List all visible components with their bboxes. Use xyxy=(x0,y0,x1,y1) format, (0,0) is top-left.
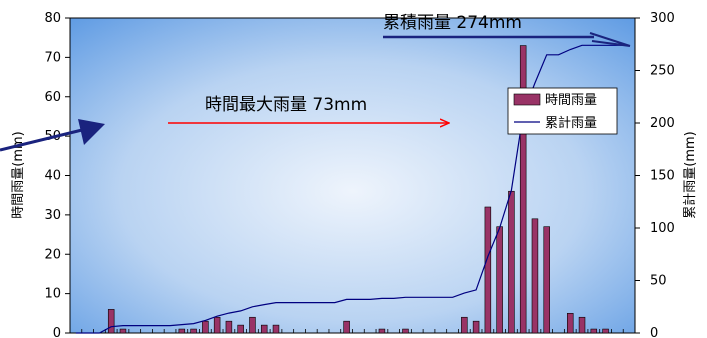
hourly-bar xyxy=(107,309,115,334)
left-tick-label: 20 xyxy=(44,247,61,262)
hourly-bar xyxy=(237,324,244,334)
total-annotation: 累積雨量 274mm xyxy=(383,13,522,33)
hourly-bar xyxy=(531,218,539,334)
left-tick-label: 40 xyxy=(44,169,61,184)
left-tick-label: 30 xyxy=(44,208,61,223)
plot-area xyxy=(69,17,636,334)
hourly-bar xyxy=(519,45,527,334)
arrow-head-icon xyxy=(78,119,105,145)
cumulative-line xyxy=(75,44,630,334)
right-tick-label: 100 xyxy=(650,221,675,236)
hourly-bar xyxy=(578,316,586,334)
hourly-bars xyxy=(107,45,609,334)
decorative-arrow-icon xyxy=(0,128,83,152)
right-axis: 0 50 100 150 200 250 300 xyxy=(635,11,675,338)
hourly-bar xyxy=(178,328,186,334)
hourly-bar xyxy=(602,328,609,334)
right-tick-label: 50 xyxy=(650,274,667,289)
right-tick-label: 300 xyxy=(650,11,675,26)
hourly-bar xyxy=(402,328,409,334)
hourly-bar xyxy=(119,328,127,334)
legend-bar-swatch xyxy=(513,93,541,106)
hourly-bar xyxy=(378,328,386,334)
right-tick-label: 150 xyxy=(650,169,675,184)
hourly-bar xyxy=(213,316,221,334)
hourly-bar xyxy=(249,316,256,334)
right-tick-label: 0 xyxy=(650,326,658,338)
x-axis-ticks xyxy=(69,329,636,333)
legend-cumulative-label: 累計雨量 xyxy=(545,115,597,131)
left-tick-label: 70 xyxy=(44,50,61,65)
left-tick-label: 60 xyxy=(44,90,61,105)
hourly-bar xyxy=(484,206,492,334)
hourly-bar xyxy=(508,190,515,334)
hourly-bar xyxy=(225,320,233,334)
left-axis-label: 時間雨量(mm) xyxy=(11,131,26,218)
hourly-bar xyxy=(496,226,503,334)
left-tick-label: 10 xyxy=(44,287,61,302)
hourly-bar xyxy=(567,313,574,334)
hourly-bar xyxy=(461,316,468,334)
right-axis-label: 累計雨量(mm) xyxy=(682,131,698,218)
hourly-bar xyxy=(272,324,280,334)
hourly-bar xyxy=(543,226,550,334)
hourly-bar xyxy=(343,320,350,334)
left-tick-label: 0 xyxy=(53,326,61,338)
hourly-bar xyxy=(590,328,598,334)
hourly-bar xyxy=(260,324,268,334)
hourly-bar xyxy=(472,320,480,334)
right-tick-label: 250 xyxy=(650,64,675,79)
right-tick-label: 200 xyxy=(650,116,675,131)
left-tick-label: 80 xyxy=(44,11,61,26)
hourly-bar xyxy=(202,320,209,334)
hourly-bar xyxy=(190,328,197,334)
max-hourly-annotation: 時間最大雨量 73mm xyxy=(205,95,367,115)
total-pointer-head xyxy=(589,32,631,47)
legend-hourly-label: 時間雨量 xyxy=(545,93,597,108)
